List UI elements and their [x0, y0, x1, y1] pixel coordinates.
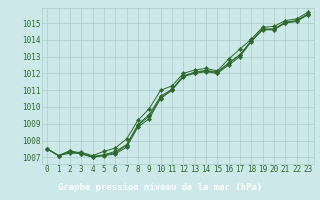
- Text: Graphe pression niveau de la mer (hPa): Graphe pression niveau de la mer (hPa): [58, 182, 262, 192]
